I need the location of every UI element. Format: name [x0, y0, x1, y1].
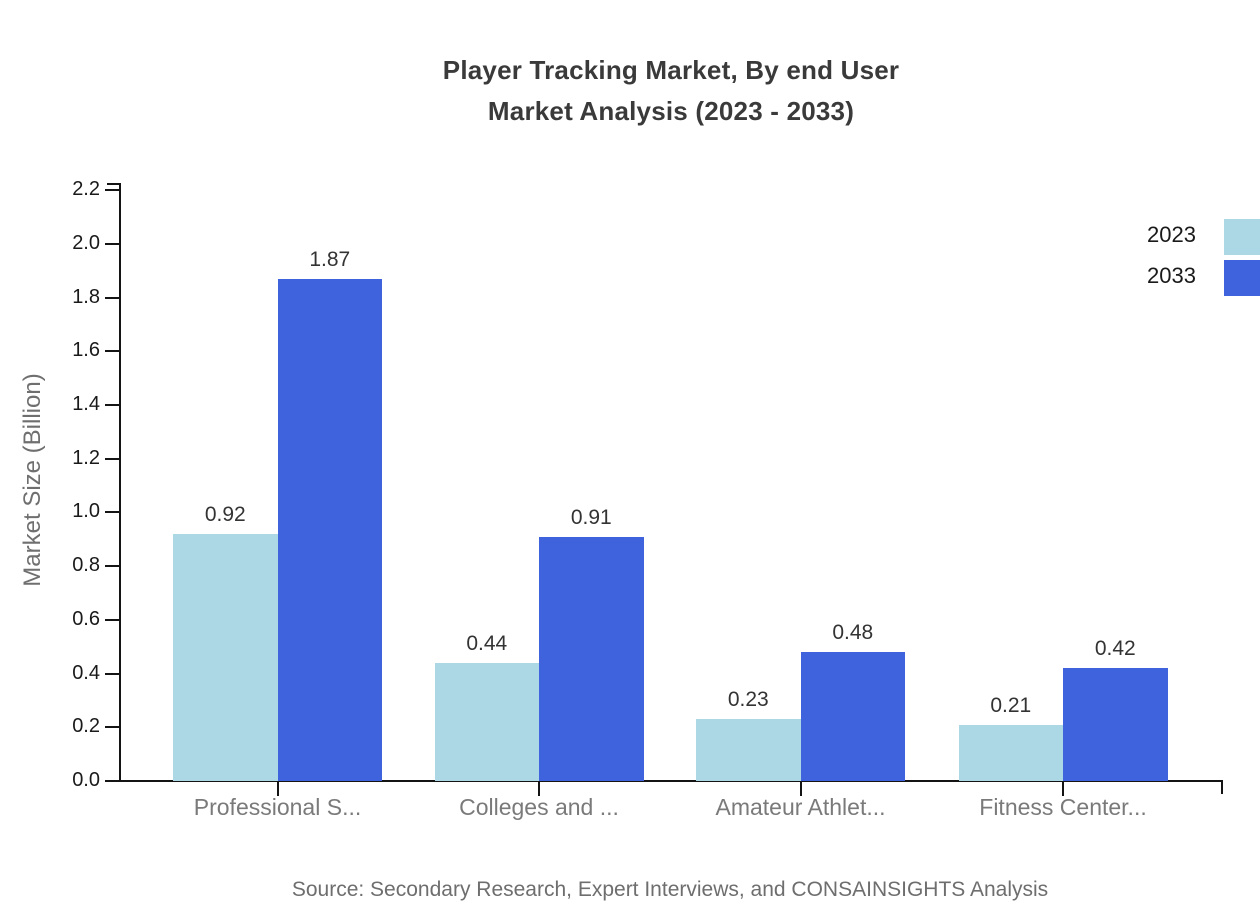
x-tick-mark	[799, 780, 802, 796]
y-tick-label: 0.4	[72, 661, 100, 684]
y-axis-end-cap	[107, 183, 120, 185]
y-tick-label: 0.8	[72, 554, 100, 577]
x-tick-mark	[538, 780, 540, 796]
x-axis-line	[105, 780, 1223, 782]
y-tick-label: 0.6	[72, 607, 100, 630]
bar-2023-3	[958, 724, 1063, 781]
y-tick-label: 2.0	[72, 231, 100, 254]
legend-label-2033: 2033	[1147, 263, 1196, 288]
y-tick-mark	[105, 403, 120, 406]
y-tick-label: 0.2	[72, 715, 100, 738]
category-label-2: Amateur Athlet...	[715, 794, 886, 820]
source-note: Source: Secondary Research, Expert Inter…	[291, 878, 1049, 901]
bar-2033-0	[277, 278, 382, 781]
y-tick-mark	[105, 565, 120, 568]
y-tick-label: 1.2	[72, 446, 100, 469]
y-tick-label: 1.4	[72, 392, 100, 415]
bar-2023-1	[434, 662, 539, 781]
bar-2023-0	[173, 533, 278, 781]
legend-label-2023: 2023	[1147, 222, 1196, 247]
chart-title-line-1: Player Tracking Market, By end User	[442, 55, 900, 85]
category-label-3: Fitness Center...	[979, 794, 1147, 820]
y-tick-label: 2.2	[72, 178, 100, 201]
y-tick-mark	[105, 672, 120, 675]
legend-swatch-2033	[1224, 260, 1260, 296]
bar-2033-2	[800, 652, 905, 781]
y-tick-mark	[105, 350, 120, 353]
legend-swatch-2023	[1224, 219, 1260, 255]
bar-value-label: 0.92	[204, 502, 246, 526]
chart-title-line-2: Market Analysis (2023 - 2033)	[487, 96, 855, 126]
category-label-1: Colleges and ...	[459, 794, 619, 820]
y-tick-mark	[105, 618, 120, 621]
category-label-0: Professional S...	[193, 794, 362, 820]
bar-value-label: 0.21	[990, 693, 1032, 717]
y-tick-mark	[105, 726, 120, 729]
y-tick-label: 1.0	[72, 500, 100, 523]
bar-2033-3	[1063, 668, 1168, 781]
legend-item-2033: 2033	[0, 260, 1260, 296]
x-axis-end-cap	[1221, 780, 1223, 794]
chart-title: Player Tracking Market, By end User Mark…	[271, 50, 1071, 132]
bar-value-label: 0.48	[832, 621, 874, 645]
y-tick-label: 1.8	[72, 285, 100, 308]
bar-value-label: 0.91	[570, 505, 612, 529]
y-tick-mark	[105, 511, 120, 514]
bar-value-label: 1.87	[309, 247, 351, 271]
bar-value-label: 0.42	[1094, 637, 1136, 661]
y-tick-mark	[105, 457, 120, 460]
y-tick-mark	[105, 780, 120, 782]
y-tick-label: 0.0	[72, 769, 100, 791]
bar-2023-2	[696, 719, 801, 781]
bar-2033-1	[539, 536, 644, 781]
y-axis-line	[119, 183, 121, 782]
y-tick-mark	[105, 189, 120, 192]
x-tick-mark	[276, 780, 279, 796]
legend-item-2023: 2023	[0, 219, 1260, 255]
y-tick-mark	[105, 296, 120, 299]
bar-value-label: 0.23	[727, 688, 769, 712]
y-tick-mark	[105, 242, 120, 245]
y-tick-label: 1.6	[72, 339, 100, 362]
bar-value-label: 0.44	[466, 631, 508, 655]
x-tick-mark	[1062, 780, 1064, 796]
